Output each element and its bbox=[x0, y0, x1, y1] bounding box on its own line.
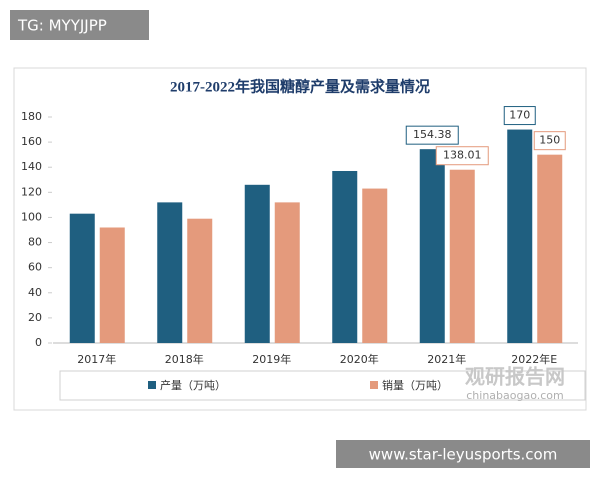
data-label: 154.38 bbox=[413, 128, 452, 141]
legend-label: 销量（万吨） bbox=[382, 378, 448, 392]
data-label: 138.01 bbox=[443, 149, 482, 162]
y-tick-label: 140 bbox=[21, 160, 42, 173]
plot: 0 20 40 60 80 100 120 140 160 180 2017年 2018年 2019年 2… bbox=[21, 106, 578, 392]
footer-box bbox=[336, 440, 590, 468]
bar bbox=[99, 227, 125, 343]
legend-label: 产量（万吨） bbox=[160, 378, 226, 392]
bar bbox=[449, 169, 475, 343]
watermark: 观研报告网 bbox=[465, 365, 565, 389]
y-tick-label: 160 bbox=[21, 135, 42, 148]
data-label: 150 bbox=[539, 134, 560, 147]
legend-box bbox=[59, 370, 586, 401]
data-label-box bbox=[503, 106, 536, 126]
tag-box bbox=[10, 10, 149, 40]
y-tick-label: 120 bbox=[21, 185, 42, 198]
bar bbox=[537, 154, 563, 343]
y-tick-label: 60 bbox=[28, 261, 42, 274]
legend-swatch bbox=[370, 381, 378, 389]
x-tick-label: 2018年 bbox=[165, 352, 204, 366]
footer-text: www.star-leyusports.com bbox=[369, 446, 558, 464]
x-tick-label: 2020年 bbox=[340, 352, 379, 366]
y-tick-label: 80 bbox=[28, 236, 42, 249]
bar bbox=[332, 170, 358, 343]
data-label: 170 bbox=[509, 109, 530, 122]
chart-title: 2017-2022年我国糖醇产量及需求量情况 bbox=[170, 77, 430, 95]
bar bbox=[69, 213, 95, 343]
y-tick-label: 180 bbox=[21, 110, 42, 123]
bar bbox=[419, 149, 445, 343]
data-label-box bbox=[533, 131, 566, 151]
data-label-box bbox=[405, 125, 459, 145]
bar bbox=[362, 188, 388, 343]
y-tick-label: 20 bbox=[28, 311, 42, 324]
x-tick-label: 2021年 bbox=[427, 352, 466, 366]
x-tick-label: 2017年 bbox=[77, 352, 116, 366]
bar bbox=[187, 218, 213, 343]
bar bbox=[157, 202, 183, 343]
tag-text: TG: MYYJJPP bbox=[17, 17, 107, 35]
x-tick-label: 2022年E bbox=[511, 352, 557, 366]
watermark-url: chinabaogao.com bbox=[466, 389, 564, 402]
data-label-box bbox=[435, 146, 489, 166]
x-tick-label: 2019年 bbox=[252, 352, 291, 366]
y-tick-label: 100 bbox=[21, 210, 42, 223]
bar bbox=[244, 184, 270, 343]
legend-swatch bbox=[148, 381, 156, 389]
bar bbox=[507, 129, 533, 343]
bar bbox=[274, 202, 300, 343]
y-tick-label: 40 bbox=[28, 286, 42, 299]
y-tick-label: 0 bbox=[35, 336, 42, 349]
